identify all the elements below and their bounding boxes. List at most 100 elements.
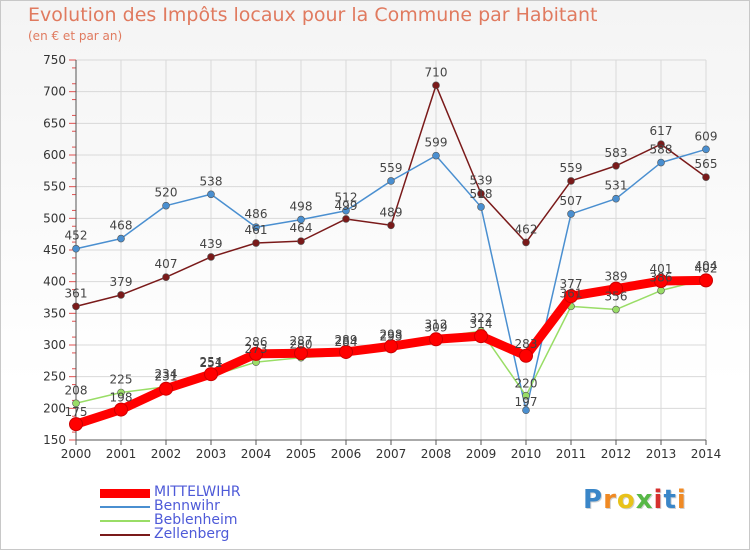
x-tick-label: 2006 <box>331 447 362 461</box>
logo-letter: i <box>676 485 687 515</box>
y-tick-label: 450 <box>43 243 66 257</box>
y-tick-label: 350 <box>43 306 66 320</box>
x-tick-label: 2001 <box>106 447 137 461</box>
data-point <box>117 388 125 397</box>
data-label: 565 <box>695 157 718 171</box>
data-point <box>387 221 395 230</box>
legend-swatch-beblenheim <box>100 520 150 522</box>
data-label: 389 <box>605 270 628 284</box>
data-point <box>522 391 530 400</box>
x-tick-label: 2007 <box>376 447 407 461</box>
data-label: 401 <box>650 262 673 276</box>
data-label: 361 <box>560 286 583 300</box>
data-point <box>207 253 215 261</box>
data-point <box>207 190 215 199</box>
data-label: 559 <box>380 161 403 175</box>
data-label: 254 <box>200 355 223 369</box>
y-tick-label: 750 <box>43 53 66 67</box>
data-label: 499 <box>335 199 358 213</box>
series-mittelwihr <box>69 273 713 432</box>
data-point <box>204 367 218 382</box>
data-point <box>69 417 83 432</box>
data-point <box>252 239 260 247</box>
chart-subtitle: (en € et par an) <box>28 29 123 43</box>
data-point <box>702 145 710 154</box>
data-point <box>342 206 350 215</box>
data-label: 512 <box>335 191 358 205</box>
data-label: 287 <box>290 334 313 348</box>
data-label: 289 <box>335 333 358 347</box>
data-label: 520 <box>155 186 178 200</box>
data-label: 377 <box>560 277 583 291</box>
x-tick-label: 2014 <box>691 447 722 461</box>
data-point <box>612 161 620 170</box>
data-point <box>699 273 713 288</box>
data-point <box>162 273 170 282</box>
series-zellenberg <box>72 81 710 311</box>
x-tick-label: 2010 <box>511 447 542 461</box>
data-label: 284 <box>335 335 358 349</box>
data-point <box>519 348 533 363</box>
y-tick-label: 550 <box>43 180 66 194</box>
y-tick-label: 600 <box>43 148 66 162</box>
data-label: 507 <box>560 194 583 208</box>
data-point <box>657 158 665 167</box>
data-label: 356 <box>605 290 628 304</box>
data-label: 322 <box>470 311 493 325</box>
legend-label-bennwihr: Bennwihr <box>154 498 220 514</box>
data-label: 379 <box>110 275 133 289</box>
y-tick-label: 300 <box>43 338 66 352</box>
legend-swatch-bennwihr <box>100 506 150 508</box>
chart-title: Evolution des Impôts locaux pour la Comm… <box>28 4 598 26</box>
data-label: 197 <box>515 395 538 409</box>
data-label: 531 <box>605 179 628 193</box>
data-point <box>477 203 485 211</box>
data-label: 280 <box>290 338 313 352</box>
y-tick-label: 250 <box>43 370 66 384</box>
logo-letter: P <box>583 485 604 515</box>
data-label: 468 <box>110 219 133 233</box>
grid-group: 150 200 250 300 350 400 450 500 550 600 650 700 750 2… <box>43 53 721 461</box>
data-label: 489 <box>380 205 403 219</box>
data-label: 538 <box>200 174 223 188</box>
data-point <box>657 140 665 149</box>
legend-label-zellenberg: Zellenberg <box>154 526 230 542</box>
data-point <box>429 332 443 347</box>
data-label: 251 <box>200 356 223 370</box>
data-point <box>657 286 665 295</box>
x-tick-label: 2008 <box>421 447 452 461</box>
logo-letter: o <box>616 485 636 515</box>
data-label: 539 <box>470 174 493 188</box>
logo-letter: i <box>653 485 664 515</box>
logo-letter: t <box>663 485 677 515</box>
data-label: 208 <box>65 383 88 397</box>
data-point <box>522 238 530 247</box>
data-label: 462 <box>515 222 538 236</box>
data-label: 464 <box>290 221 313 235</box>
data-label: 402 <box>695 261 718 275</box>
data-point <box>342 215 350 223</box>
data-point <box>564 289 578 304</box>
data-label: 486 <box>245 207 268 221</box>
data-label: 617 <box>650 124 673 138</box>
proxiti-logo: Proxiti <box>583 485 687 515</box>
x-tick-label: 2005 <box>286 447 317 461</box>
data-point <box>294 346 308 361</box>
data-label: 234 <box>155 367 178 381</box>
data-label: 518 <box>470 187 493 201</box>
data-point <box>339 344 353 359</box>
data-label: 293 <box>380 329 403 343</box>
y-tick-label: 650 <box>43 116 66 130</box>
data-label: 298 <box>380 327 403 341</box>
data-point <box>252 223 260 231</box>
data-point <box>117 291 125 299</box>
series-bennwihr <box>72 145 710 415</box>
data-label: 175 <box>65 405 88 419</box>
data-point <box>72 302 80 311</box>
data-label: 609 <box>695 129 718 143</box>
data-point <box>612 305 620 314</box>
legend-label-mittelwihr: MITTELWIHR <box>154 484 241 500</box>
data-label: 361 <box>65 286 88 300</box>
x-tick-label: 2004 <box>241 447 272 461</box>
